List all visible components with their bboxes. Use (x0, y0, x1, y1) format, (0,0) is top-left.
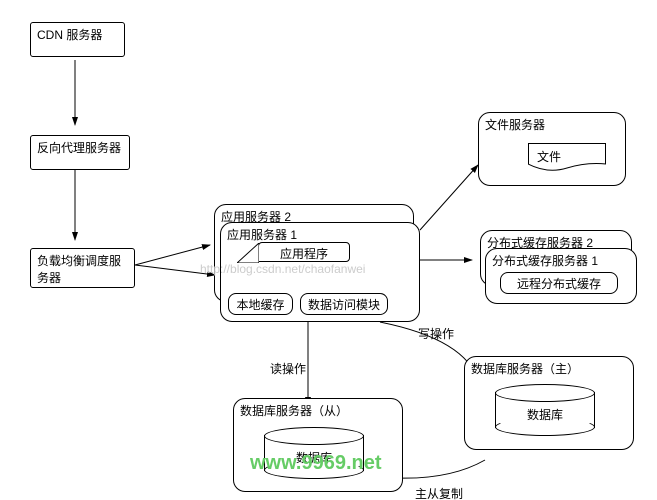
node-lb-label: 负载均衡调度服务器 (37, 254, 121, 285)
node-proxy: 反向代理服务器 (30, 135, 130, 170)
node-cdn: CDN 服务器 (30, 22, 125, 57)
node-program: 应用程序 (258, 242, 350, 262)
node-remotecache-label: 远程分布式缓存 (517, 277, 601, 291)
cylinder-dbslave: 数据库 (264, 427, 364, 479)
node-localcache-label: 本地缓存 (236, 298, 284, 312)
node-dam: 数据访问模块 (300, 293, 388, 315)
cylinder-dbmaster-label: 数据库 (495, 406, 595, 423)
node-localcache: 本地缓存 (228, 293, 293, 315)
node-filedoc: 文件 (528, 143, 606, 173)
node-lb: 负载均衡调度服务器 (30, 248, 135, 288)
node-cdn-label: CDN 服务器 (37, 28, 102, 42)
node-app1-label: 应用服务器 1 (227, 228, 297, 242)
cylinder-dbmaster: 数据库 (495, 384, 595, 436)
node-dam-label: 数据访问模块 (308, 298, 380, 312)
node-proxy-label: 反向代理服务器 (37, 141, 121, 155)
cylinder-dbslave-label: 数据库 (264, 449, 364, 466)
edge-label-write: 写操作 (418, 325, 454, 342)
edge-label-replicate: 主从复制 (415, 485, 463, 500)
node-remotecache: 远程分布式缓存 (500, 272, 618, 294)
node-program-label: 应用程序 (280, 247, 328, 261)
edge-label-read: 读操作 (270, 360, 306, 377)
node-distcache1-label: 分布式缓存服务器 1 (492, 254, 598, 268)
node-dbmaster-label: 数据库服务器（主） (471, 362, 579, 376)
node-dbslave-label: 数据库服务器（从） (240, 404, 348, 418)
node-fileserver-label: 文件服务器 (485, 118, 545, 132)
